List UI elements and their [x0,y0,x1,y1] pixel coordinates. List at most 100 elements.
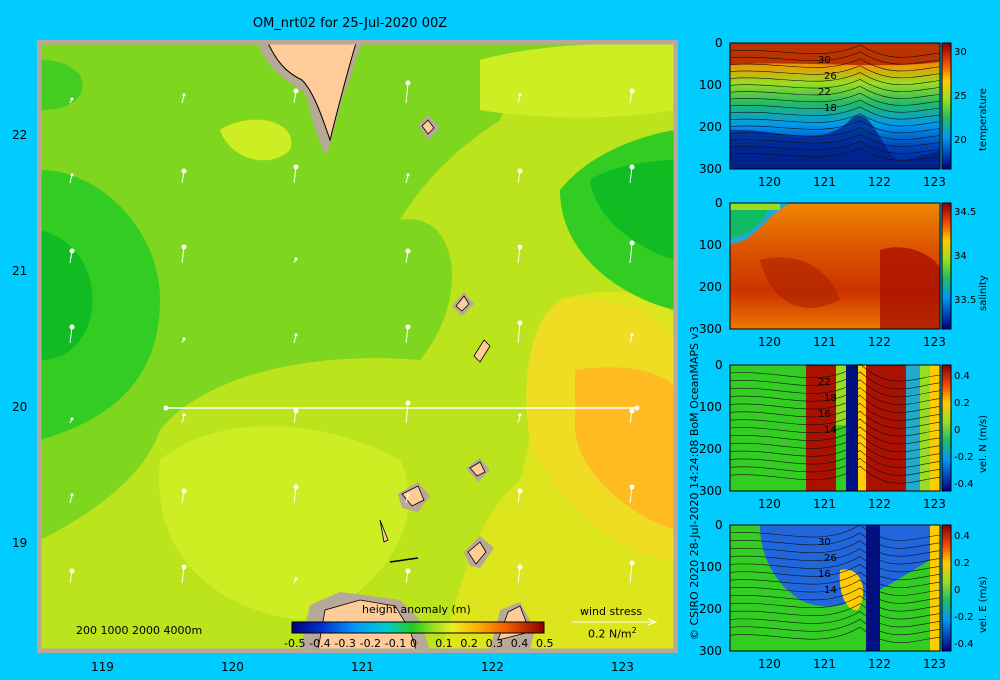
wind-arrow-head [406,173,410,177]
contour-line [729,457,941,476]
wind-arrow-head [406,493,410,497]
panel-y-tick: 200 [699,442,722,456]
panel-y-tick: 300 [699,322,722,336]
wind-arrow [629,486,633,504]
contour-line [729,410,941,429]
wind-arrow-head [69,324,75,330]
contour-line [729,595,941,612]
wind-arrow-head [405,248,411,254]
wind-arrow-head [405,568,411,574]
panel-x-tick: 123 [923,175,946,189]
contour-line [729,72,941,86]
panel-y-tick: 200 [699,602,722,616]
wind-arrow-head [182,413,186,417]
wind-stress-arrows [69,80,635,584]
wind-arrow-head [294,257,298,261]
contour-line [729,58,941,72]
wind-arrow-head [630,333,634,337]
panel-y-tick: 300 [699,644,722,658]
map-plot [37,40,678,653]
wind-scale-label: 0.2 N/m2 [588,626,637,641]
map-y-tick: 20 [12,400,28,414]
wind-arrow-head [629,560,635,566]
wind-arrow [517,322,521,344]
panel-y-tick: 100 [699,400,722,414]
panel-x-tick: 121 [813,175,836,189]
wind-arrow [405,402,409,424]
contour-line [729,113,941,127]
contour-line [729,363,941,382]
panel-ylabel: vel. N (m/s) [978,415,989,473]
contour-line [729,44,941,58]
contour-line [729,134,941,147]
wind-arrow-head [69,248,75,254]
panel-x-tick: 120 [758,335,781,349]
contour-line [729,85,941,99]
wind-arrow-head [629,484,635,490]
wind-arrow [517,246,521,264]
contour-line [729,556,941,573]
panel-y-tick: 0 [715,358,723,372]
panel-x-tick: 120 [758,497,781,511]
panel-colorbar-tick: 34 [954,251,967,262]
contour-line [729,603,941,620]
contour-line [729,79,941,92]
panel-x-tick: 120 [758,657,781,671]
contour-line [729,450,941,468]
wind-arrow-head [294,333,298,337]
contour-line [729,587,941,604]
contour-line [729,402,941,421]
contour-line [729,99,941,113]
panel-x-tick: 123 [923,497,946,511]
map-x-tick: 123 [611,660,634,674]
map-x-tick: 119 [91,660,114,674]
contour-line [729,618,941,636]
wind-arrow-head [293,88,299,94]
wind-arrow-head [293,164,299,170]
wind-arrow-head [70,417,74,421]
contour-label: 26 [824,71,837,82]
panel-colorbar-tick: 25 [954,91,967,102]
contour-line [729,465,941,484]
panel-x-tick: 121 [813,335,836,349]
panel-colorbar-tick: 0.4 [954,531,970,542]
wind-arrow-head [70,173,74,177]
panel-y-tick: 0 [715,196,723,210]
credit-text: © CSIRO 2020 28-Jul-2020 14:24:08 BoM Oc… [688,326,701,640]
contour-line [729,611,941,628]
contour-label: 26 [824,553,837,564]
wind-arrow-head [518,93,522,97]
wind-arrow-head [69,568,75,574]
panel-colorbar-tick: 0 [954,425,961,436]
wind-stress-label: wind stress [580,605,643,618]
colorbar-tick: 0.1 [435,637,453,650]
contour-label: 22 [818,87,831,98]
wind-arrow-head [518,413,522,417]
map-x-tick: 120 [221,660,244,674]
panel-y-tick: 100 [699,238,722,252]
wind-arrow-head [70,97,74,101]
contour-line [729,442,941,460]
contour-label: 16 [818,569,831,580]
panel-colorbar-tick: 34.5 [954,207,977,218]
wind-arrow-head [629,88,635,94]
wind-arrow [517,566,521,584]
panel-salinity [729,202,952,330]
contour-label: 18 [824,393,837,404]
wind-arrow-head [181,564,187,570]
contour-line [729,127,941,141]
contour-line [729,106,941,120]
contour-line [729,65,941,79]
panel-y-tick: 200 [699,280,722,294]
contour-label: 18 [824,103,837,114]
map-x-tick: 122 [481,660,504,674]
wind-arrow-head [181,488,187,494]
wind-arrow-head [517,168,523,174]
contour-label: 14 [824,425,837,436]
contour-line [729,387,941,405]
panel-ylabel: vel. E (m/s) [978,576,989,633]
panel-x-tick: 121 [813,497,836,511]
panel-y-tick: 0 [715,36,723,50]
contour-line [729,532,941,549]
